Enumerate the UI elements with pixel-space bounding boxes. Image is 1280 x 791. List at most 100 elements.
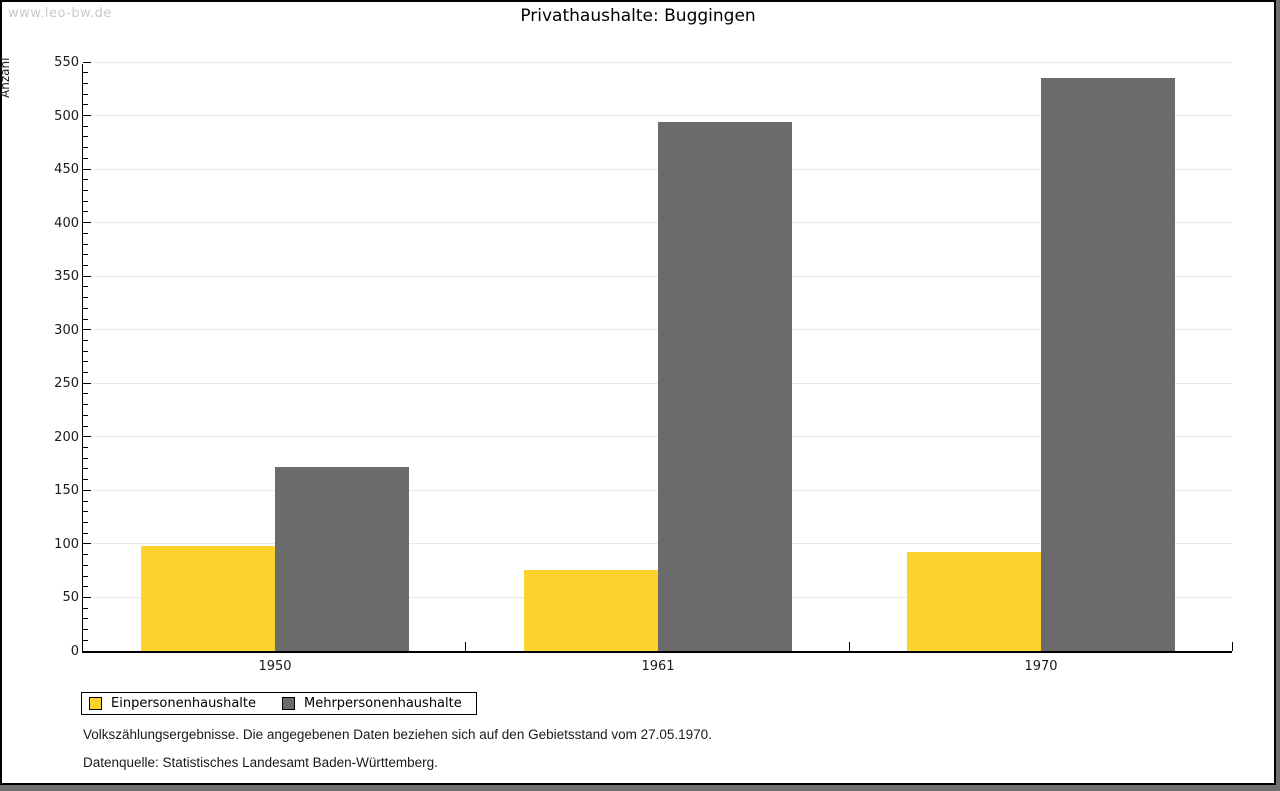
gridline xyxy=(83,222,1232,224)
bar-einpersonenhaushalte-1950 xyxy=(141,546,275,651)
y-tick-label: 400 xyxy=(54,215,79,231)
y-minor-tick xyxy=(83,297,88,299)
y-minor-tick xyxy=(83,607,88,609)
bar-mehrpersonenhaushalte-1950 xyxy=(275,467,409,651)
y-minor-tick xyxy=(83,468,88,470)
footer: Volkszählungsergebnisse. Die angegebenen… xyxy=(83,727,712,783)
y-minor-tick xyxy=(83,500,88,502)
y-tick-label: 150 xyxy=(54,483,79,499)
bar-mehrpersonenhaushalte-1961 xyxy=(658,122,792,651)
y-major-tick xyxy=(83,168,91,170)
gridline xyxy=(83,115,1232,117)
x-boundary-tick xyxy=(1232,642,1233,651)
y-major-tick xyxy=(83,596,91,598)
footer-source: Datenquelle: Statistisches Landesamt Bad… xyxy=(83,755,438,770)
gridline xyxy=(83,382,1232,384)
y-major-tick xyxy=(83,115,91,117)
legend-swatch-yellow xyxy=(89,697,102,710)
legend: Einpersonenhaushalte Mehrpersonenhaushal… xyxy=(81,692,477,715)
bar-mehrpersonenhaushalte-1970 xyxy=(1041,78,1175,651)
x-tick-label: 1970 xyxy=(1024,659,1058,674)
y-minor-tick xyxy=(83,339,88,341)
y-minor-tick xyxy=(83,318,88,320)
x-tick-label: 1961 xyxy=(641,659,675,674)
y-minor-tick xyxy=(83,147,88,149)
y-minor-tick xyxy=(83,554,88,556)
y-minor-tick xyxy=(83,575,88,577)
y-minor-tick xyxy=(83,200,88,202)
gridline xyxy=(83,168,1232,170)
y-tick-label: 100 xyxy=(54,536,79,552)
x-tick-label: 1950 xyxy=(258,659,292,674)
gridline xyxy=(83,436,1232,438)
y-tick-label: 350 xyxy=(54,269,79,285)
y-tick-label: 550 xyxy=(54,55,79,70)
gridline xyxy=(83,61,1232,63)
y-minor-tick xyxy=(83,104,88,106)
y-major-tick xyxy=(83,61,91,63)
y-minor-tick xyxy=(83,393,88,395)
y-tick-label: 0 xyxy=(70,644,79,659)
y-minor-tick xyxy=(83,72,88,74)
y-tick-label: 450 xyxy=(54,162,79,178)
y-major-tick xyxy=(83,436,91,438)
legend-label: Mehrpersonenhaushalte xyxy=(304,696,462,711)
y-major-tick xyxy=(83,222,91,224)
y-minor-tick xyxy=(83,93,88,95)
y-minor-tick xyxy=(83,479,88,481)
y-minor-tick xyxy=(83,232,88,234)
y-tick-label: 250 xyxy=(54,376,79,392)
y-minor-tick xyxy=(83,157,88,159)
y-minor-tick xyxy=(83,457,88,459)
y-minor-tick xyxy=(83,511,88,513)
y-tick-label: 300 xyxy=(54,322,79,338)
y-minor-tick xyxy=(83,629,88,631)
y-tick-label: 200 xyxy=(54,429,79,445)
y-minor-tick xyxy=(83,564,88,566)
y-major-tick xyxy=(83,329,91,331)
y-minor-tick xyxy=(83,82,88,84)
legend-swatch-gray xyxy=(282,697,295,710)
y-minor-tick xyxy=(83,211,88,213)
y-minor-tick xyxy=(83,136,88,138)
y-axis-title: Anzahl xyxy=(0,57,12,98)
y-minor-tick xyxy=(83,243,88,245)
y-tick-label: 500 xyxy=(54,108,79,124)
watermark: www.leo-bw.de xyxy=(8,6,112,21)
bar-einpersonenhaushalte-1961 xyxy=(524,570,658,651)
y-minor-tick xyxy=(83,522,88,523)
y-major-tick xyxy=(83,489,91,491)
y-minor-tick xyxy=(83,350,88,352)
y-major-tick xyxy=(83,275,91,277)
y-minor-tick xyxy=(83,286,88,288)
y-minor-tick xyxy=(83,264,88,266)
legend-item-mehrpersonenhaushalte: Mehrpersonenhaushalte xyxy=(282,696,462,711)
chart-title: Privathaushalte: Buggingen xyxy=(520,6,756,26)
y-major-tick xyxy=(83,543,91,545)
y-minor-tick xyxy=(83,307,88,309)
gridline xyxy=(83,489,1232,491)
legend-label: Einpersonenhaushalte xyxy=(111,696,256,711)
y-minor-tick xyxy=(83,361,88,363)
legend-item-einpersonenhaushalte: Einpersonenhaushalte xyxy=(89,696,256,711)
y-minor-tick xyxy=(83,179,88,181)
y-minor-tick xyxy=(83,425,88,427)
y-minor-tick xyxy=(83,586,88,588)
y-minor-tick xyxy=(83,414,88,416)
x-boundary-tick xyxy=(465,642,466,651)
y-minor-tick xyxy=(83,639,88,641)
y-minor-tick xyxy=(83,618,88,620)
x-boundary-tick xyxy=(849,642,850,651)
gridline xyxy=(83,543,1232,545)
y-major-tick xyxy=(83,382,91,384)
y-minor-tick xyxy=(83,125,88,127)
y-tick-label: 50 xyxy=(62,590,79,606)
y-minor-tick xyxy=(83,372,88,374)
y-minor-tick xyxy=(83,254,88,256)
footer-note: Volkszählungsergebnisse. Die angegebenen… xyxy=(83,727,712,742)
bar-einpersonenhaushalte-1970 xyxy=(907,552,1041,651)
gridline xyxy=(83,275,1232,277)
y-minor-tick xyxy=(83,190,88,192)
plot-area: 0 50 100 150 200 250 300 350 400 450 500 550 1950 196… xyxy=(54,55,1233,674)
